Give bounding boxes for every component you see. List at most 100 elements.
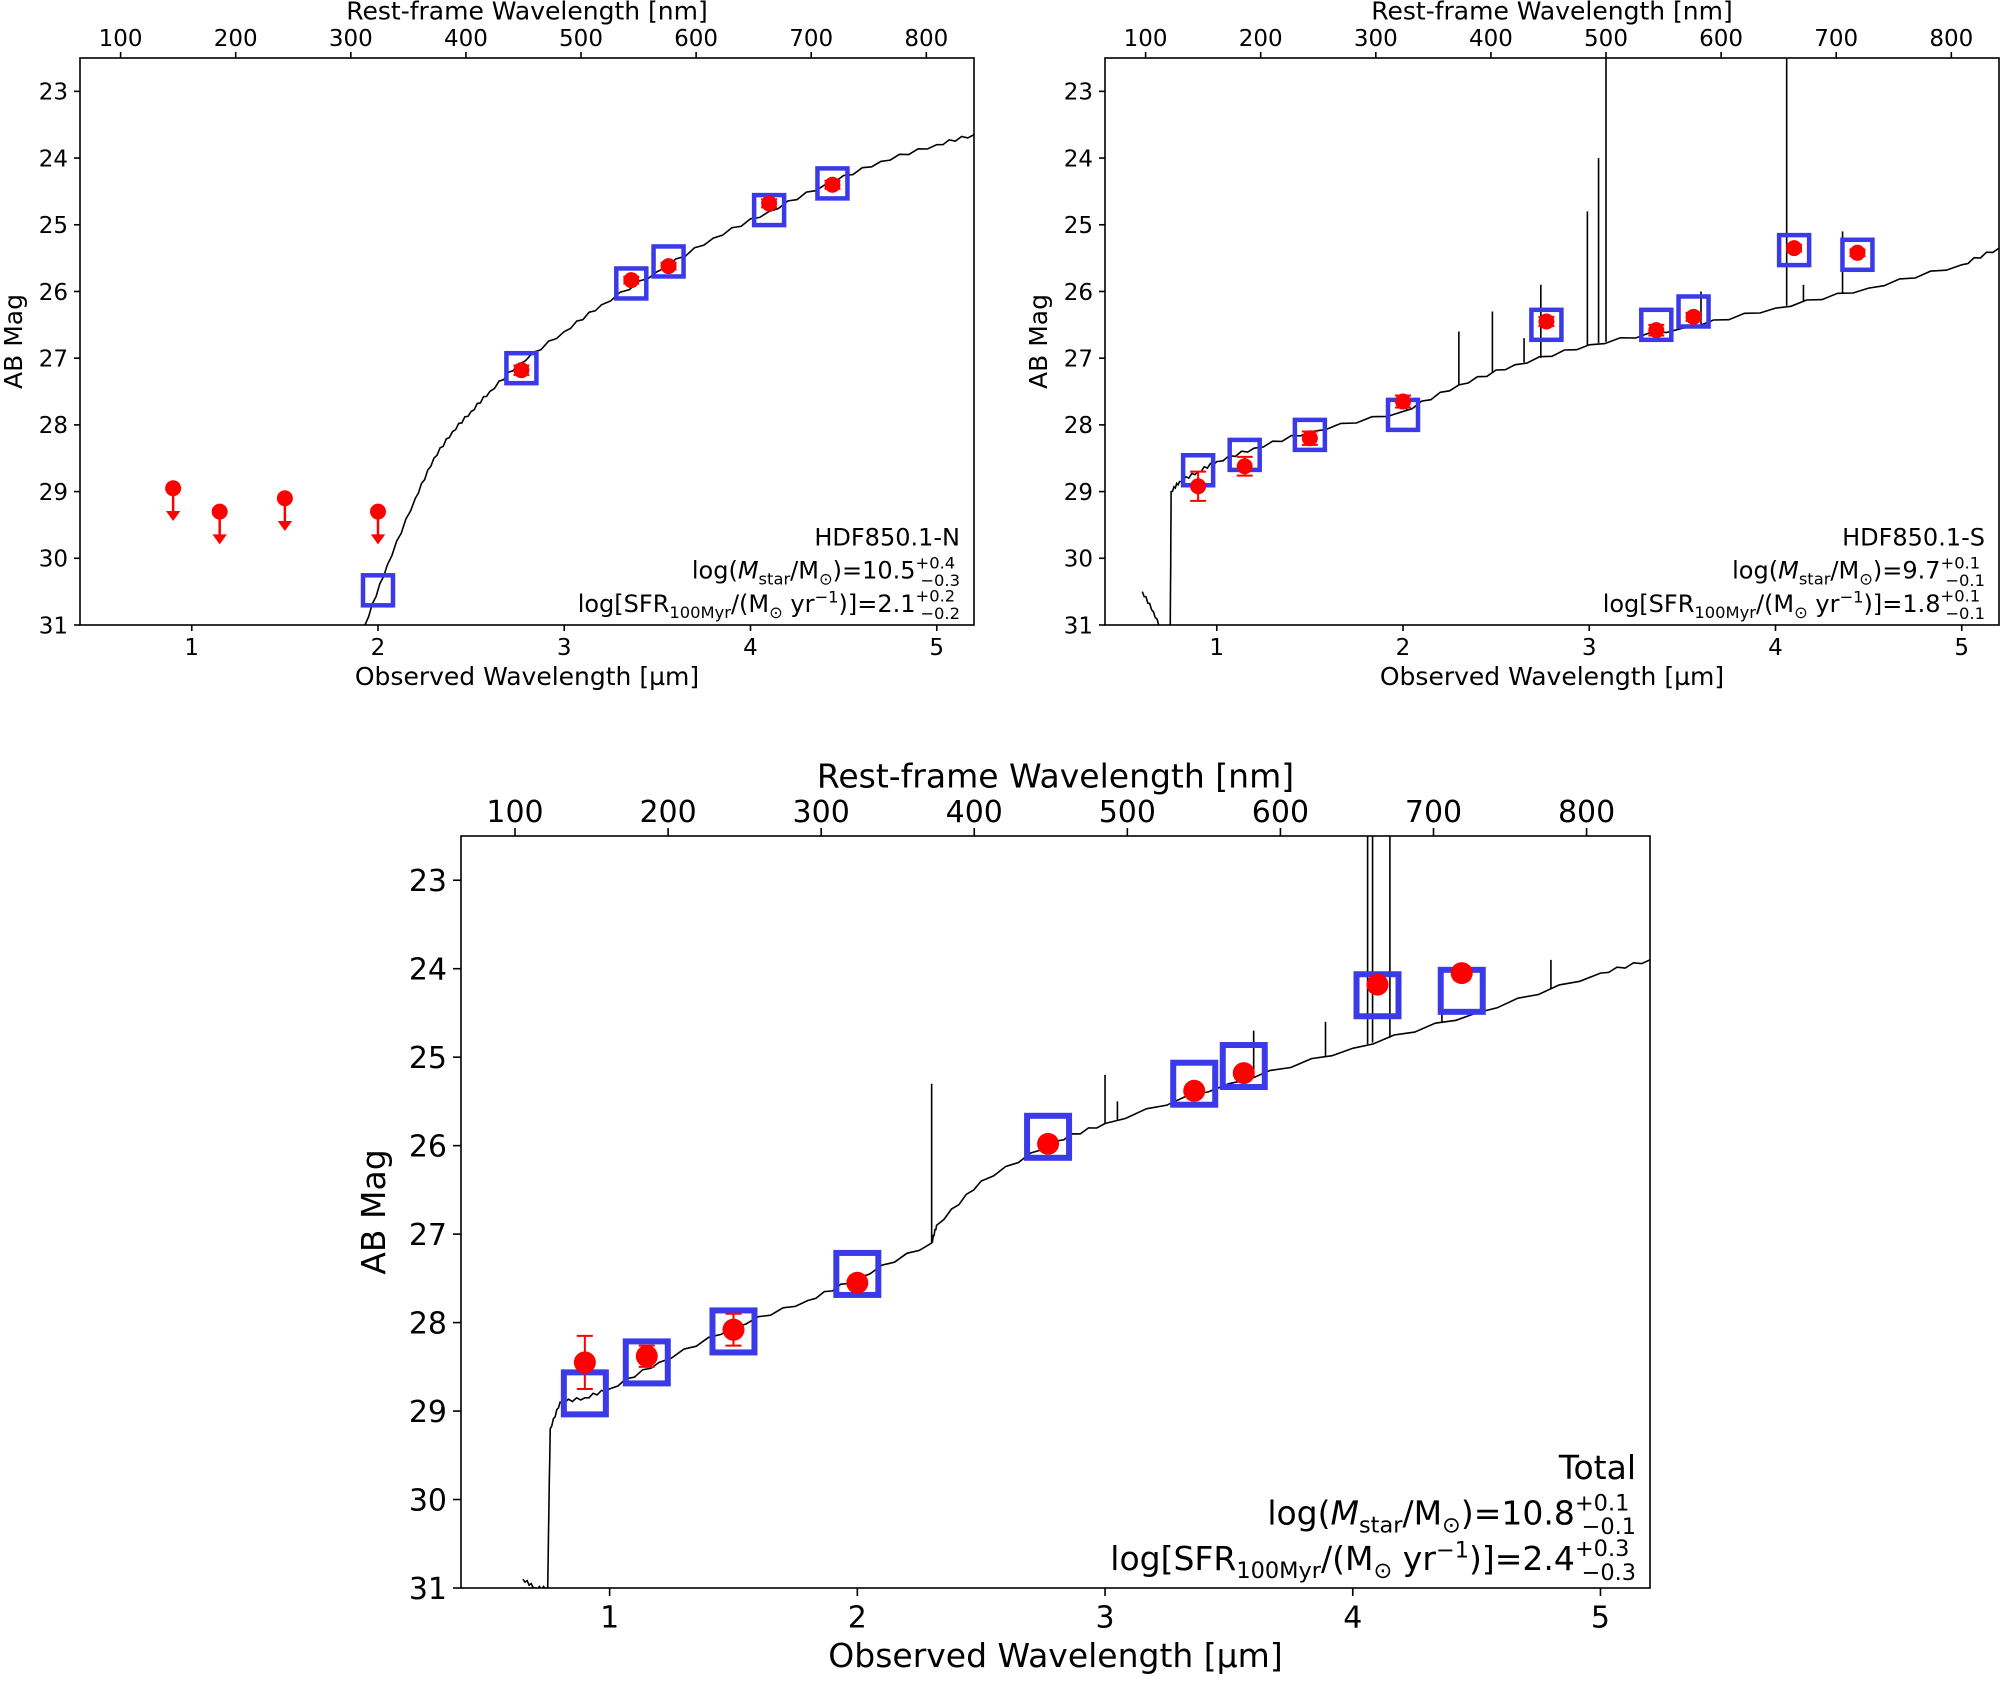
sfr-subscript: 100Myr [1236,1558,1321,1584]
mass-value: 10.5 [862,557,915,585]
top-tick-label: 200 [639,795,696,830]
mass-sun-symbol: ⊙ [1859,570,1873,589]
sfr-exponent: −1 [814,588,838,607]
photometry-point [1037,1132,1060,1155]
top-tick-label: 700 [1405,795,1462,830]
sfr-err-down: −0.2 [920,604,960,623]
photometry-point [846,1271,869,1294]
sfr-exponent: −1 [1839,588,1863,607]
annotation-sfr: log[SFR100Myr/(M⊙ yr−1)]=1.8+0.1 −0.1 [1603,587,1985,623]
y-tick-label: 30 [409,1483,447,1518]
y-tick-label: 24 [409,953,447,988]
upper-limit-arrow-head [212,534,227,545]
sfr-err-up: +0.1 [1941,587,1981,606]
top-tick-label: 200 [214,26,258,52]
sfr-unit: /(M [1321,1539,1373,1578]
y-tick-label: 29 [409,1395,447,1430]
model-photometry-box [614,266,649,301]
sfr-subscript: 100Myr [1694,603,1756,622]
sfr-prefix: log[SFR [578,590,670,618]
top-tick-label: 600 [1252,795,1309,830]
upper-limit-arrow-head [370,534,386,545]
mass-err-down: −0.1 [1945,571,1985,590]
y-tick-label: 30 [1064,547,1093,573]
y-tick-label: 23 [39,80,68,106]
photometry-point [370,503,386,520]
model-photometry-box [622,1338,671,1387]
top-tick-label: 400 [946,795,1003,830]
top-axis-label: Rest-frame Wavelength [nm] [1371,0,1733,26]
photometry-point [660,258,677,275]
sfr-sun-symbol: ⊙ [1374,1558,1393,1584]
axes-frame [1104,57,2000,626]
top-tick-label: 100 [486,795,543,830]
photometry-point [1538,313,1555,330]
photometry-point [1849,244,1866,261]
y-tick-label: 28 [39,413,68,439]
plot-area [522,836,1650,1588]
mass-unit: /M [790,557,819,585]
y-axis-label: AB Mag [1024,294,1053,389]
top-tick-label: 300 [1354,26,1398,52]
model-photometry-box [751,192,787,228]
sfr-sun-symbol: ⊙ [769,603,783,622]
sfr-value: 2.4 [1522,1539,1574,1578]
photometry-point [165,480,182,497]
x-axis-label: Observed Wavelength [µm] [828,1636,1282,1675]
mass-prefix: log( [692,557,738,585]
sfr-prefix: log[SFR [1603,590,1695,618]
mass-symbol: M [1778,557,1799,585]
annotation-mass: log(Mstar/M⊙)=10.5+0.4 −0.3 [692,554,960,590]
top-tick-label: 100 [99,26,143,52]
model-photometry-box [1219,1042,1268,1091]
photometry-point [1648,322,1665,339]
y-tick-label: 23 [409,864,447,899]
top-tick-label: 300 [793,795,850,830]
axes-frame [460,835,1651,1589]
photometry-point [573,1351,596,1374]
top-tick-label: 400 [1469,26,1513,52]
model-photometry-box [504,350,539,386]
photometry-point [1786,240,1803,257]
photometry-point [761,195,778,212]
axes-frame [79,57,975,626]
y-tick-label: 31 [409,1572,447,1607]
y-tick-label: 26 [409,1129,447,1164]
model-photometry-box [360,573,396,608]
top-tick-label: 800 [1929,26,1973,52]
photometry-point [635,1345,658,1368]
sfr-unit: /(M [1756,590,1794,618]
y-axis-label: AB Mag [0,294,28,389]
annotation-sfr: log[SFR100Myr/(M⊙ yr−1)]=2.1+0.2 −0.2 [578,587,960,623]
y-tick-label: 25 [1064,213,1093,239]
top-tick-label: 100 [1124,26,1168,52]
model-photometry-box [1776,232,1812,268]
photometry-point [722,1318,745,1341]
photometry-point [1395,393,1411,410]
annotation-mass: log(Mstar/M⊙)=9.7+0.1 −0.1 [1732,554,1985,590]
x-tick-label: 5 [1591,1601,1610,1636]
sfr-close: )]= [1864,590,1903,618]
model-photometry-box [1840,237,1875,273]
mass-subscript: star [759,570,791,589]
y-tick-label: 27 [39,346,68,372]
model-photometry-box [1676,294,1711,329]
sfr-value: 1.8 [1902,590,1940,618]
x-tick-label: 4 [743,635,758,661]
top-tick-label: 800 [1558,795,1615,830]
top-tick-label: 600 [1699,26,1743,52]
sfr-subscript: 100Myr [669,603,731,622]
top-tick-label: 700 [1814,26,1858,52]
photometry-point [1236,458,1253,475]
mass-close: )= [1873,557,1902,585]
mass-err-up: +0.1 [1941,554,1981,573]
x-tick-label: 1 [184,635,199,661]
top-tick-label: 500 [559,26,603,52]
model-photometry-box [833,1249,882,1298]
top-tick-label: 200 [1239,26,1283,52]
